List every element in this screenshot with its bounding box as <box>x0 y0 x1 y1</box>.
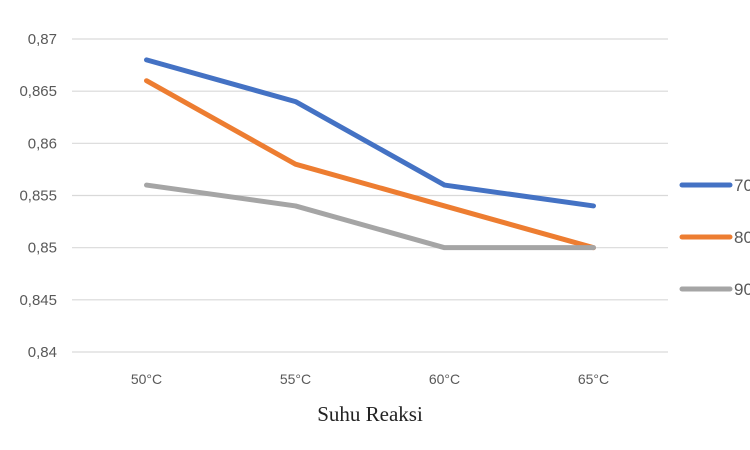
y-tick-label: 0,85 <box>28 240 57 257</box>
y-tick-label: 0,865 <box>19 83 57 100</box>
y-tick-label: 0,84 <box>28 344 57 361</box>
x-tick-label: 65°C <box>578 371 609 387</box>
x-tick-label: 55°C <box>280 371 311 387</box>
y-tick-label: 0,845 <box>19 292 57 309</box>
legend-label-70: 70 <box>734 176 750 195</box>
legend-label-80: 80 <box>734 228 750 247</box>
series-line-80 <box>144 78 596 251</box>
series-line-90 <box>144 182 596 251</box>
y-tick-label: 0,855 <box>19 188 57 205</box>
y-tick-label: 0,86 <box>28 135 57 152</box>
x-tick-label: 60°C <box>429 371 460 387</box>
x-axis-label: Suhu Reaksi <box>317 402 423 426</box>
series-line-70 <box>144 57 596 209</box>
x-tick-label: 50°C <box>131 371 162 387</box>
legend-label-90: 90 <box>734 280 750 299</box>
y-tick-label: 0,87 <box>28 31 57 48</box>
